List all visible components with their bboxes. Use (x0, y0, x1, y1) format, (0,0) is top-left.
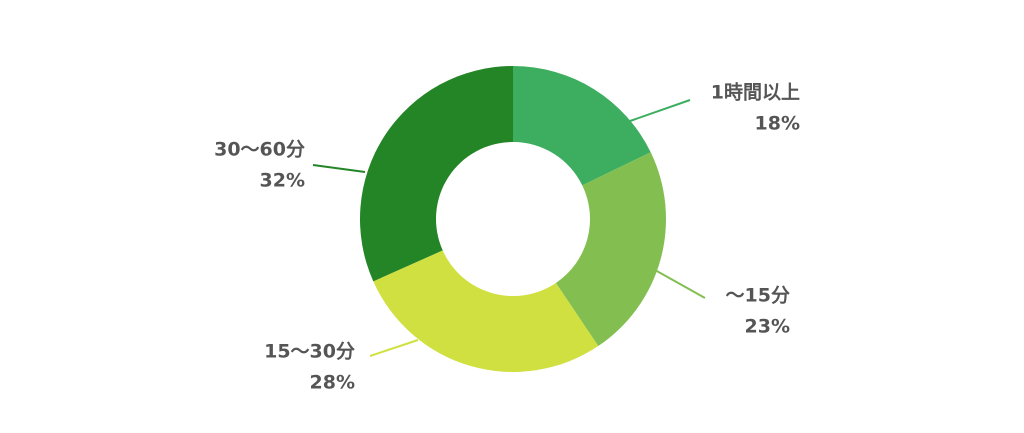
donut-slice (359, 66, 513, 282)
leader-line (369, 339, 419, 357)
category-label: 〜15分 (726, 285, 790, 307)
category-label: 30〜60分 (214, 139, 305, 161)
value-label: 32% (260, 170, 305, 192)
leader-line (312, 164, 366, 173)
category-label: 1時間以上 (711, 82, 800, 104)
value-label: 18% (755, 113, 800, 135)
category-label: 15〜30分 (264, 341, 355, 363)
donut-slice (373, 250, 599, 372)
leader-line (629, 99, 691, 122)
donut-slice (555, 152, 666, 347)
leader-line (654, 269, 706, 299)
value-label: 28% (310, 372, 355, 394)
value-label: 23% (745, 316, 790, 338)
donut-slice (513, 66, 651, 186)
